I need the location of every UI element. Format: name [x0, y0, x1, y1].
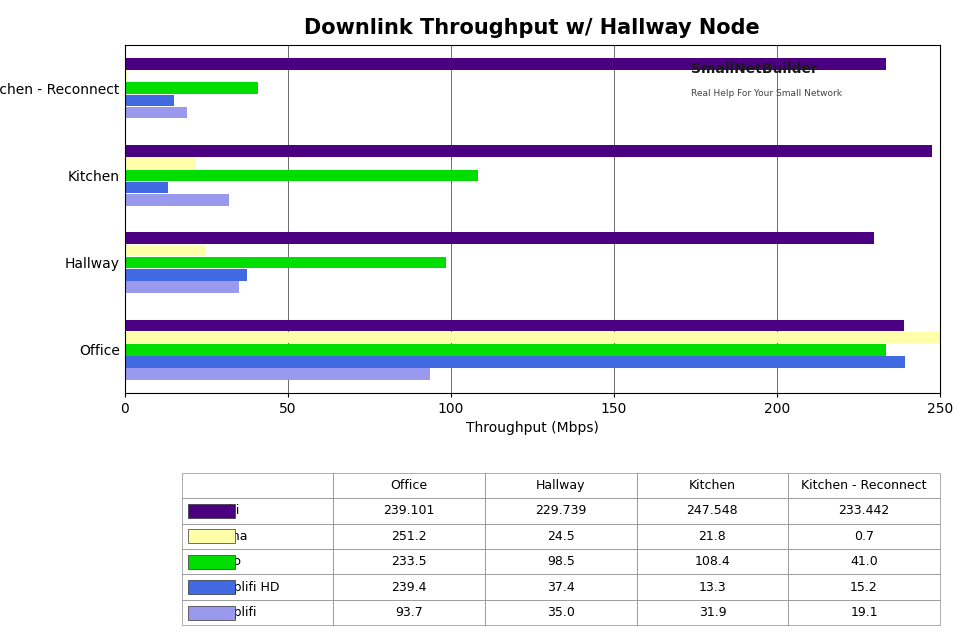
Bar — [125, 82, 258, 94]
FancyBboxPatch shape — [188, 554, 235, 568]
X-axis label: Throughput (Mbps): Throughput (Mbps) — [466, 420, 598, 434]
Bar — [125, 320, 904, 331]
Bar — [125, 182, 168, 193]
FancyBboxPatch shape — [188, 580, 235, 594]
Bar — [125, 194, 228, 205]
Bar — [125, 232, 874, 244]
FancyBboxPatch shape — [188, 530, 235, 543]
Bar — [125, 58, 886, 70]
Bar — [125, 94, 175, 107]
Bar — [125, 170, 479, 181]
Bar — [125, 244, 204, 256]
Bar — [125, 257, 446, 269]
Bar — [125, 145, 932, 157]
Bar — [125, 70, 127, 82]
Bar — [125, 356, 905, 368]
Bar — [125, 281, 239, 293]
Bar — [125, 107, 187, 119]
FancyBboxPatch shape — [188, 504, 235, 518]
Text: Real Help For Your Small Network: Real Help For Your Small Network — [691, 89, 842, 98]
Bar — [125, 344, 886, 355]
Title: Downlink Throughput w/ Hallway Node: Downlink Throughput w/ Hallway Node — [304, 18, 760, 38]
FancyBboxPatch shape — [188, 605, 235, 619]
Bar — [125, 158, 196, 169]
Bar — [125, 269, 246, 281]
Bar — [125, 332, 944, 343]
Bar — [125, 369, 431, 380]
Text: SmallNetBuilder: SmallNetBuilder — [691, 62, 818, 76]
